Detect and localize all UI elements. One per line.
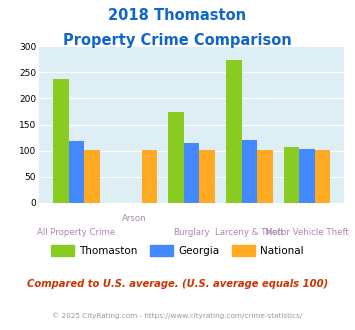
Bar xyxy=(284,147,299,203)
Bar xyxy=(226,60,242,203)
Bar xyxy=(299,149,315,203)
Text: Burglary: Burglary xyxy=(173,228,210,237)
Text: Arson: Arson xyxy=(122,214,146,223)
Text: Property Crime Comparison: Property Crime Comparison xyxy=(63,33,292,48)
Bar xyxy=(242,140,257,203)
Bar xyxy=(200,150,215,203)
Bar xyxy=(168,112,184,203)
Legend: Thomaston, Georgia, National: Thomaston, Georgia, National xyxy=(47,241,308,260)
Bar xyxy=(315,150,331,203)
Bar xyxy=(84,150,100,203)
Bar xyxy=(69,141,84,203)
Text: Compared to U.S. average. (U.S. average equals 100): Compared to U.S. average. (U.S. average … xyxy=(27,279,328,289)
Text: 2018 Thomaston: 2018 Thomaston xyxy=(108,8,247,23)
Text: © 2025 CityRating.com - https://www.cityrating.com/crime-statistics/: © 2025 CityRating.com - https://www.city… xyxy=(53,312,302,318)
Bar xyxy=(257,150,273,203)
Bar xyxy=(53,79,69,203)
Text: Motor Vehicle Theft: Motor Vehicle Theft xyxy=(265,228,349,237)
Text: Larceny & Theft: Larceny & Theft xyxy=(215,228,284,237)
Bar xyxy=(184,143,200,203)
Bar xyxy=(142,150,157,203)
Text: All Property Crime: All Property Crime xyxy=(37,228,115,237)
